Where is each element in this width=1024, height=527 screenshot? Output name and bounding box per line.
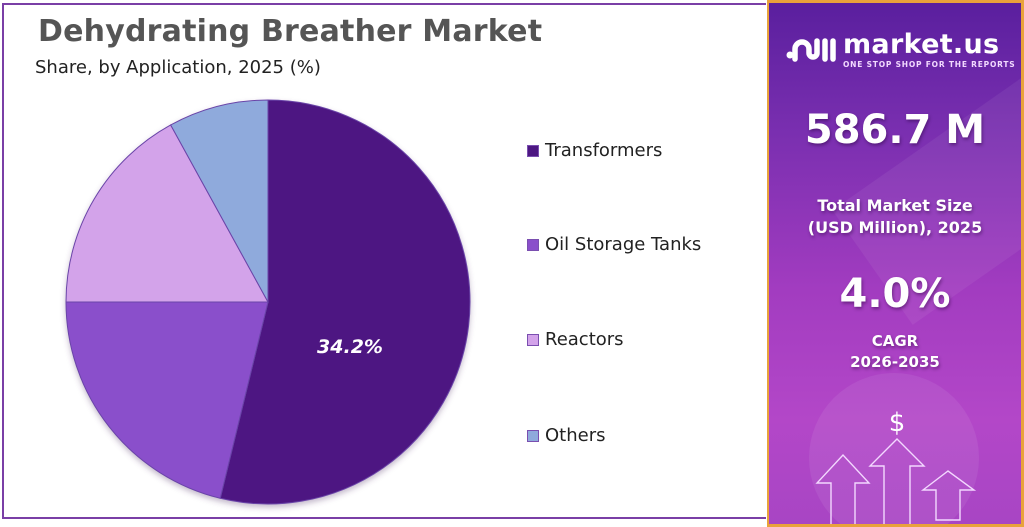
brand-name: market.us bbox=[843, 29, 1000, 60]
pie-slice-oil-storage-tanks bbox=[65, 301, 269, 499]
market-size-label: Total Market Size (USD Million), 2025 bbox=[807, 196, 983, 237]
chart-title: Dehydrating Breather Market bbox=[38, 14, 543, 49]
brand-tagline: ONE STOP SHOP FOR THE REPORTS bbox=[843, 60, 1016, 69]
legend-item-transformers: Transformers bbox=[527, 140, 662, 161]
pie-slice-transformers bbox=[219, 99, 471, 505]
summary-panel: market.us ONE STOP SHOP FOR THE REPORTS … bbox=[767, 0, 1024, 527]
pie-slice-others bbox=[170, 99, 269, 303]
legend-item-others: Others bbox=[527, 425, 606, 446]
legend-item-reactors: Reactors bbox=[527, 329, 624, 350]
slice-label-transformers: 34.2% bbox=[317, 336, 383, 358]
legend-swatch bbox=[527, 238, 539, 251]
cagr-label: CAGR 2026-2035 bbox=[850, 332, 940, 371]
panel-decoration bbox=[809, 373, 979, 524]
market-us-logo-icon bbox=[786, 38, 836, 62]
cagr-value: 4.0% bbox=[839, 271, 951, 317]
legend-swatch bbox=[527, 429, 539, 442]
chart-subtitle: Share, by Application, 2025 (%) bbox=[35, 57, 321, 78]
dollar-icon: $ bbox=[889, 408, 906, 438]
market-size-value: 586.7 M bbox=[804, 107, 986, 153]
pie-chart: 34.2% bbox=[65, 99, 471, 505]
brand-logo: market.us ONE STOP SHOP FOR THE REPORTS bbox=[785, 31, 1016, 69]
pie-slice-reactors bbox=[65, 124, 269, 303]
legend-swatch bbox=[527, 333, 539, 346]
growth-arrows-icon: $ bbox=[815, 408, 977, 524]
legend-item-oil-storage-tanks: Oil Storage Tanks bbox=[527, 234, 701, 255]
legend-swatch bbox=[527, 144, 539, 157]
